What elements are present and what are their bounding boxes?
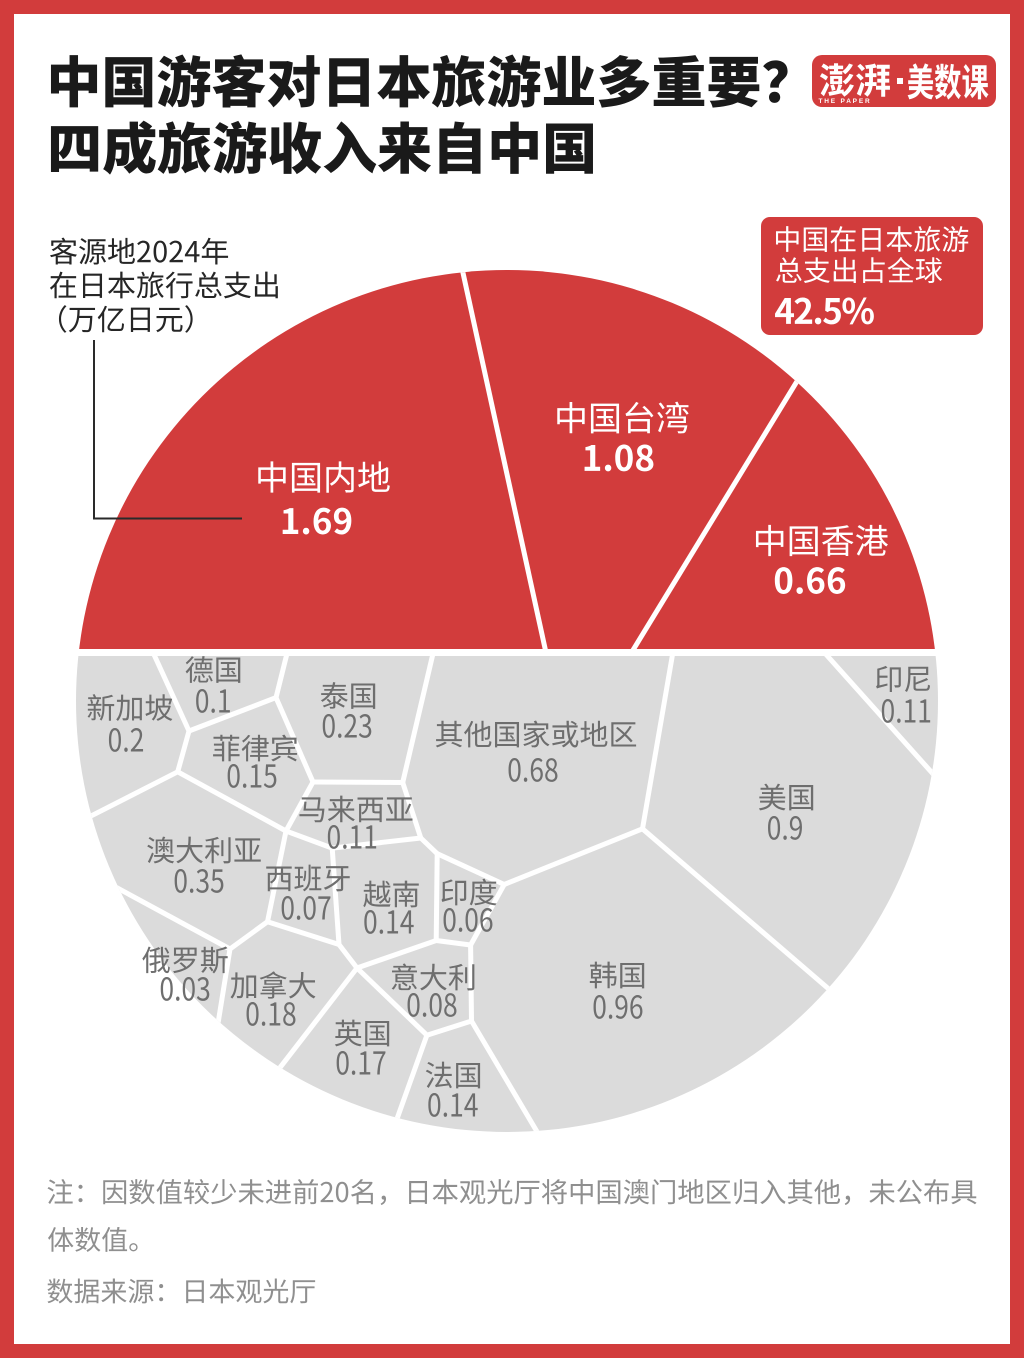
- svg-text:THE PAPER: THE PAPER: [819, 98, 872, 105]
